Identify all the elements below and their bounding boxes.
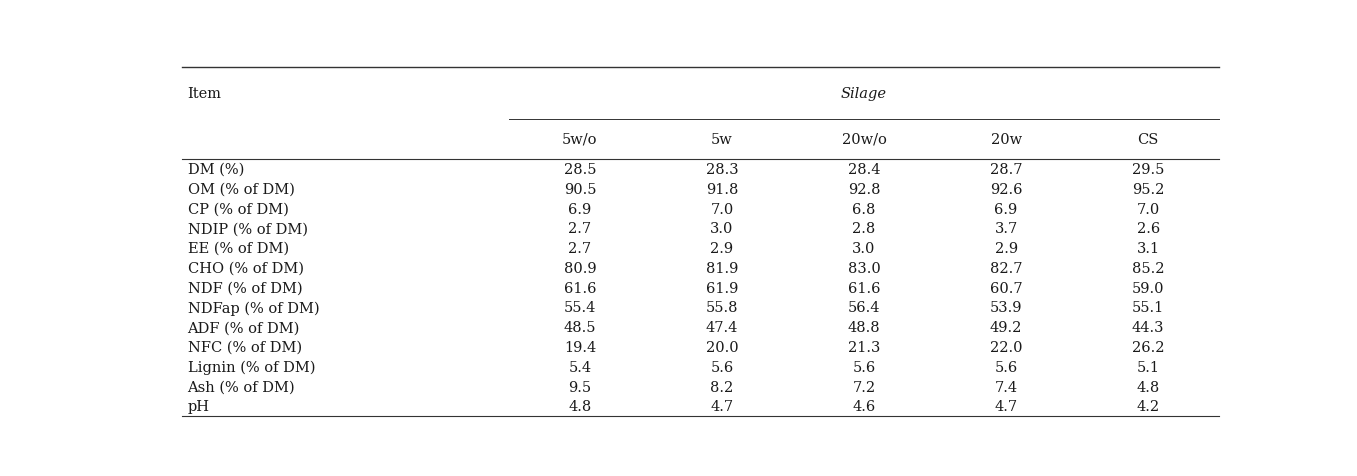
Text: CS: CS: [1137, 133, 1159, 147]
Text: 5w/o: 5w/o: [562, 133, 597, 147]
Text: 22.0: 22.0: [989, 340, 1022, 354]
Text: 19.4: 19.4: [563, 340, 596, 354]
Text: 28.5: 28.5: [563, 163, 596, 177]
Text: pH: pH: [187, 399, 209, 414]
Text: 3.1: 3.1: [1137, 242, 1160, 256]
Text: OM (% of DM): OM (% of DM): [187, 182, 294, 196]
Text: 55.8: 55.8: [706, 301, 738, 315]
Text: 2.7: 2.7: [569, 222, 592, 236]
Text: EE (% of DM): EE (% of DM): [187, 242, 289, 256]
Text: 4.2: 4.2: [1137, 399, 1160, 414]
Text: 21.3: 21.3: [848, 340, 881, 354]
Text: 3.0: 3.0: [852, 242, 875, 256]
Text: 80.9: 80.9: [563, 261, 596, 275]
Text: 2.8: 2.8: [852, 222, 875, 236]
Text: 7.0: 7.0: [710, 202, 734, 216]
Text: 4.8: 4.8: [1137, 380, 1160, 394]
Text: 61.9: 61.9: [706, 281, 738, 295]
Text: CP (% of DM): CP (% of DM): [187, 202, 289, 216]
Text: ADF (% of DM): ADF (% of DM): [187, 320, 300, 335]
Text: 92.6: 92.6: [989, 182, 1022, 196]
Text: 53.9: 53.9: [989, 301, 1022, 315]
Text: Item: Item: [187, 87, 221, 101]
Text: 29.5: 29.5: [1132, 163, 1164, 177]
Text: 8.2: 8.2: [710, 380, 734, 394]
Text: 20.0: 20.0: [706, 340, 738, 354]
Text: 85.2: 85.2: [1132, 261, 1164, 275]
Text: 5.6: 5.6: [852, 360, 875, 374]
Text: 4.8: 4.8: [569, 399, 592, 414]
Text: 92.8: 92.8: [848, 182, 881, 196]
Text: NDFap (% of DM): NDFap (% of DM): [187, 300, 319, 315]
Text: 4.7: 4.7: [711, 399, 734, 414]
Text: 55.4: 55.4: [563, 301, 596, 315]
Text: 28.3: 28.3: [706, 163, 738, 177]
Text: 5.6: 5.6: [710, 360, 734, 374]
Text: Silage: Silage: [841, 87, 887, 101]
Text: 95.2: 95.2: [1132, 182, 1164, 196]
Text: 2.9: 2.9: [711, 242, 734, 256]
Text: 2.6: 2.6: [1137, 222, 1160, 236]
Text: CHO (% of DM): CHO (% of DM): [187, 261, 304, 275]
Text: 20w/o: 20w/o: [841, 133, 886, 147]
Text: 7.2: 7.2: [852, 380, 875, 394]
Text: 6.8: 6.8: [852, 202, 875, 216]
Text: 3.0: 3.0: [710, 222, 734, 236]
Text: DM (%): DM (%): [187, 163, 244, 177]
Text: 83.0: 83.0: [848, 261, 881, 275]
Text: 7.0: 7.0: [1137, 202, 1160, 216]
Text: Ash (% of DM): Ash (% of DM): [187, 380, 294, 394]
Text: 26.2: 26.2: [1132, 340, 1164, 354]
Text: NDF (% of DM): NDF (% of DM): [187, 281, 303, 295]
Text: 4.6: 4.6: [852, 399, 875, 414]
Text: 47.4: 47.4: [706, 320, 738, 335]
Text: 48.5: 48.5: [563, 320, 596, 335]
Text: 2.7: 2.7: [569, 242, 592, 256]
Text: 55.1: 55.1: [1132, 301, 1164, 315]
Text: 56.4: 56.4: [848, 301, 881, 315]
Text: 5w: 5w: [711, 133, 733, 147]
Text: 44.3: 44.3: [1132, 320, 1164, 335]
Text: 81.9: 81.9: [706, 261, 738, 275]
Text: 82.7: 82.7: [989, 261, 1022, 275]
Text: 61.6: 61.6: [848, 281, 881, 295]
Text: NDIP (% of DM): NDIP (% of DM): [187, 222, 308, 236]
Text: 9.5: 9.5: [569, 380, 592, 394]
Text: 91.8: 91.8: [706, 182, 738, 196]
Text: 61.6: 61.6: [563, 281, 596, 295]
Text: 59.0: 59.0: [1132, 281, 1164, 295]
Text: NFC (% of DM): NFC (% of DM): [187, 340, 301, 354]
Text: 2.9: 2.9: [995, 242, 1018, 256]
Text: 5.1: 5.1: [1137, 360, 1160, 374]
Text: 7.4: 7.4: [995, 380, 1018, 394]
Text: 20w: 20w: [991, 133, 1022, 147]
Text: 6.9: 6.9: [995, 202, 1018, 216]
Text: 28.7: 28.7: [989, 163, 1022, 177]
Text: 6.9: 6.9: [569, 202, 592, 216]
Text: 3.7: 3.7: [995, 222, 1018, 236]
Text: 60.7: 60.7: [989, 281, 1022, 295]
Text: 28.4: 28.4: [848, 163, 881, 177]
Text: 5.4: 5.4: [569, 360, 592, 374]
Text: 49.2: 49.2: [989, 320, 1022, 335]
Text: 48.8: 48.8: [848, 320, 881, 335]
Text: 5.6: 5.6: [995, 360, 1018, 374]
Text: 90.5: 90.5: [563, 182, 596, 196]
Text: 4.7: 4.7: [995, 399, 1018, 414]
Text: Lignin (% of DM): Lignin (% of DM): [187, 360, 315, 374]
